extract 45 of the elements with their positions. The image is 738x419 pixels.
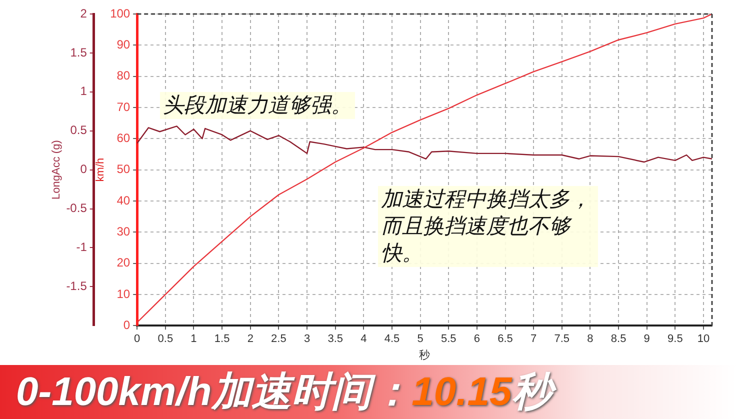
y-tick-label: 90 <box>116 37 130 52</box>
x-tick-label: 9.5 <box>668 333 683 346</box>
x-tick-label: 3.5 <box>328 333 343 346</box>
y-tick-label: 40 <box>116 193 130 208</box>
x-tick-label: 0 <box>134 333 140 346</box>
x-tick-label: 4.5 <box>384 333 400 346</box>
y-tick-label: 30 <box>116 224 130 238</box>
y2-tick-label: -1 <box>76 240 88 254</box>
x-tick-label: 8.5 <box>610 333 626 346</box>
x-tick-label: 1.5 <box>214 333 230 346</box>
y2-tick-label: 1 <box>80 84 88 98</box>
y-tick-label: 60 <box>116 130 130 145</box>
x-tick-label: 9 <box>644 333 650 346</box>
x-tick-label: 5.5 <box>440 333 456 346</box>
y-axis-title: km/h <box>94 158 107 182</box>
x-tick-label: 7 <box>530 333 537 346</box>
x-tick-label: 4 <box>360 333 367 346</box>
y-tick-label: 20 <box>116 256 130 270</box>
x-tick-label: 6.5 <box>498 333 513 346</box>
y-tick-label: 50 <box>116 162 130 176</box>
x-axis-title: 秒 <box>419 349 430 362</box>
annotation: 加速过程中换挡太多，而且换挡速度也不够快。 <box>378 186 598 267</box>
y2-tick-label: -0.5 <box>66 201 88 216</box>
x-tick-label: 5 <box>417 333 424 346</box>
y2-axis-title: LongAcc (g) <box>50 140 63 200</box>
y2-tick-label: 1.5 <box>70 45 88 60</box>
y2-tick-label: 2 <box>80 6 88 20</box>
y2-tick-label: -1.5 <box>66 278 88 293</box>
y-tick-label: 100 <box>110 6 130 20</box>
y-tick-label: 10 <box>116 286 130 301</box>
x-tick-label: 8 <box>587 333 594 346</box>
y2-tick-label: 0 <box>80 162 88 176</box>
x-tick-label: 10 <box>697 333 710 346</box>
x-tick-label: 2.5 <box>271 333 286 346</box>
y-tick-label: 0 <box>123 318 130 332</box>
y-tick-label: 70 <box>116 100 130 114</box>
x-tick-label: 0.5 <box>158 333 174 346</box>
y-tick-label: 80 <box>116 68 130 83</box>
x-tick-label: 3 <box>304 333 310 346</box>
x-tick-label: 2 <box>247 333 254 346</box>
annotation: 头段加速力道够强。 <box>160 92 355 119</box>
x-tick-label: 1 <box>190 333 197 346</box>
y2-tick-label: 0.5 <box>70 123 88 138</box>
x-tick-label: 6 <box>474 333 480 346</box>
x-tick-label: 7.5 <box>554 333 570 346</box>
